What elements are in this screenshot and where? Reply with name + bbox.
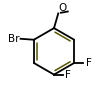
- Text: Br: Br: [8, 34, 20, 44]
- Text: O: O: [59, 3, 67, 13]
- Text: F: F: [65, 70, 71, 80]
- Text: F: F: [86, 58, 91, 68]
